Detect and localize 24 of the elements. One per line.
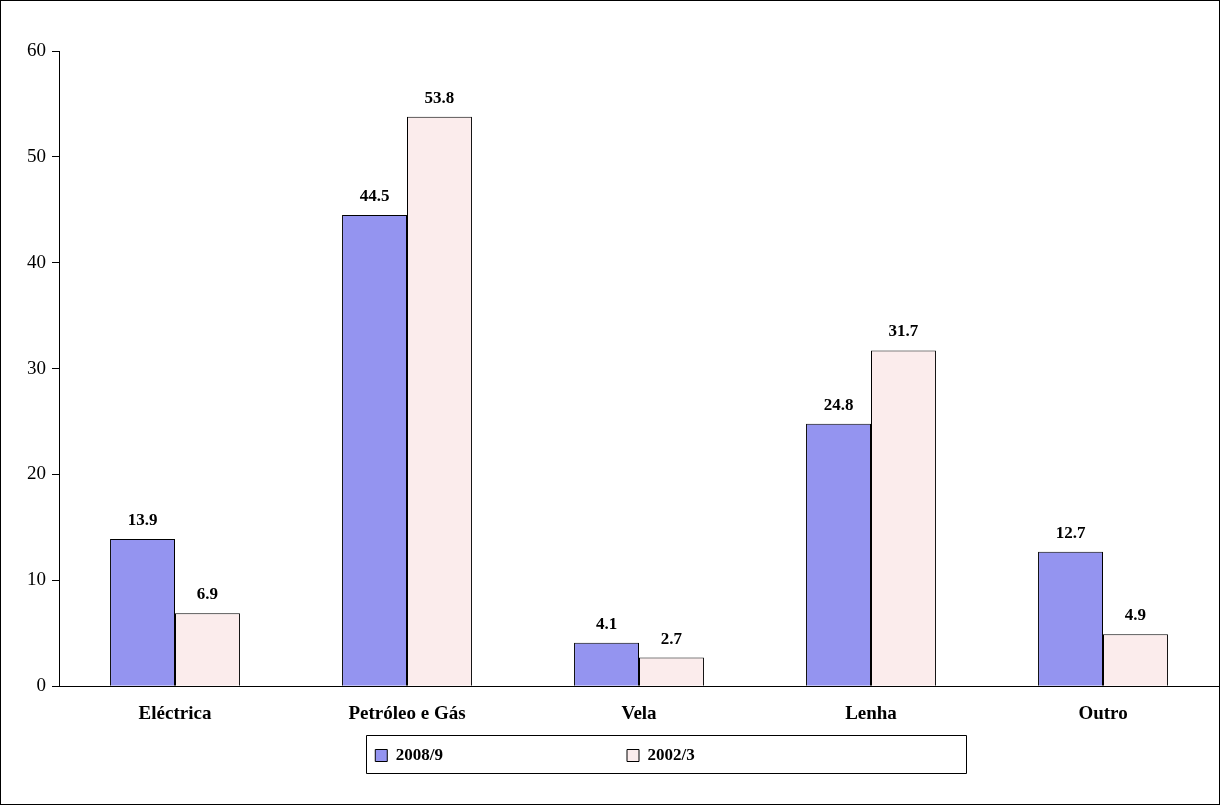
x-tick-label: Outro [1078, 701, 1128, 723]
data-label: 6.9 [196, 584, 219, 604]
x-tick-label: Vela [621, 701, 658, 723]
data-label: 31.7 [888, 321, 919, 341]
y-tick-label: 60 [27, 38, 46, 60]
x-tick-label: Petróleo e Gás [348, 701, 466, 723]
data-label: 53.8 [424, 87, 455, 107]
legend-label: 2008/9 [395, 744, 614, 764]
data-label: 12.7 [1055, 522, 1086, 542]
y-tick-label: 20 [27, 462, 46, 484]
y-tick-label: 50 [27, 144, 46, 166]
data-label: 13.9 [127, 509, 158, 529]
data-label: 2.7 [660, 628, 683, 648]
x-tick-label: Lenha [845, 701, 898, 723]
y-tick-label: 40 [27, 250, 46, 272]
data-label: 4.9 [1124, 605, 1147, 625]
y-tick-label: 30 [27, 356, 46, 378]
data-label: 44.5 [359, 185, 390, 205]
data-label: 4.1 [595, 613, 618, 633]
data-label: 24.8 [823, 394, 854, 414]
legend-label: 2002/3 [647, 744, 865, 764]
x-tick-label: Eléctrica [138, 701, 212, 723]
y-tick-label: 0 [36, 674, 46, 696]
y-tick-label: 10 [27, 568, 46, 590]
